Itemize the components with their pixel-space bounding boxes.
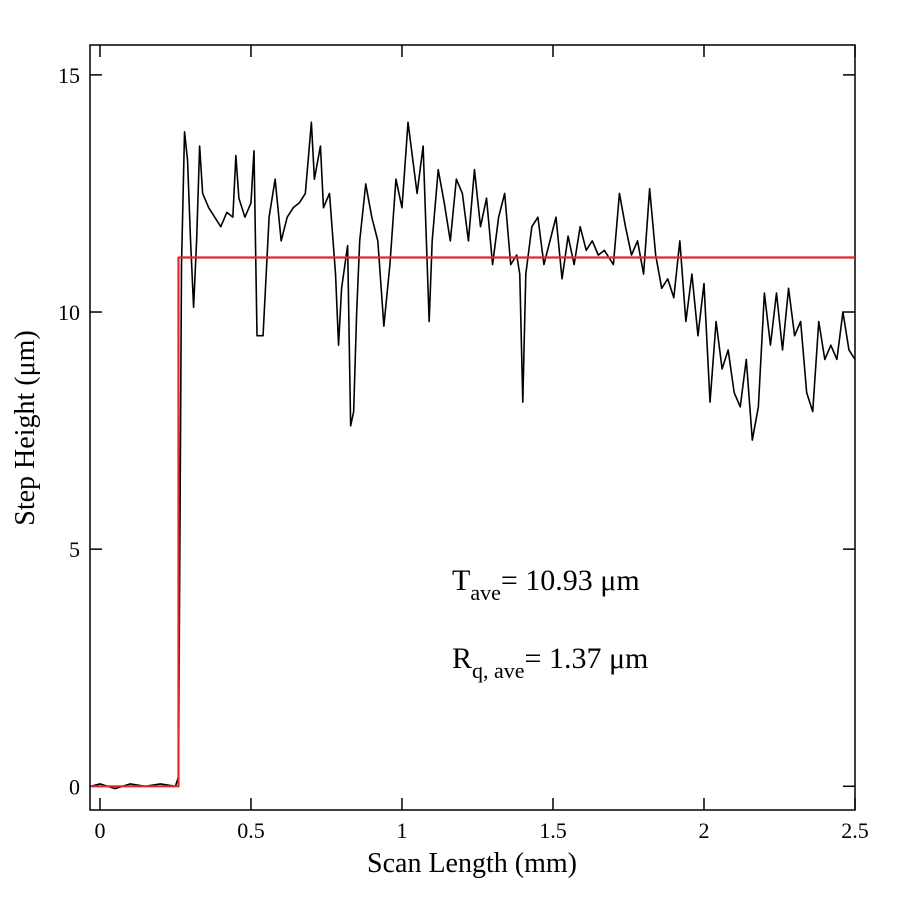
annotation-text: T — [452, 564, 470, 597]
x-axis-label: Scan Length (mm) — [367, 848, 577, 879]
x-tick-label: 1.5 — [539, 818, 567, 843]
annotation-text: R — [452, 642, 472, 675]
x-tick-label: 2 — [698, 818, 709, 843]
plot-frame — [89, 44, 856, 811]
annotation-rest: = 10.93 μm — [501, 564, 640, 597]
y-axis-label: Step Height (μm) — [10, 330, 41, 525]
y-tick-label: 10 — [58, 300, 80, 325]
annotation: Rq, ave= 1.37 μm — [452, 642, 648, 683]
y-tick-label: 15 — [58, 63, 80, 88]
x-tick-label: 1 — [396, 818, 407, 843]
series-line — [90, 121, 856, 790]
x-tick-label: 0 — [94, 818, 105, 843]
annotation: Tave= 10.93 μm — [452, 564, 640, 605]
x-tick-label: 2.5 — [841, 818, 869, 843]
x-tick-label: 0.5 — [237, 818, 265, 843]
y-tick-label: 0 — [69, 774, 80, 799]
annotation-sub: ave — [470, 580, 501, 605]
annotation-sub: q, ave — [472, 658, 525, 683]
series-line — [90, 256, 855, 788]
y-tick-label: 5 — [69, 537, 80, 562]
annotation-rest: = 1.37 μm — [525, 642, 649, 675]
